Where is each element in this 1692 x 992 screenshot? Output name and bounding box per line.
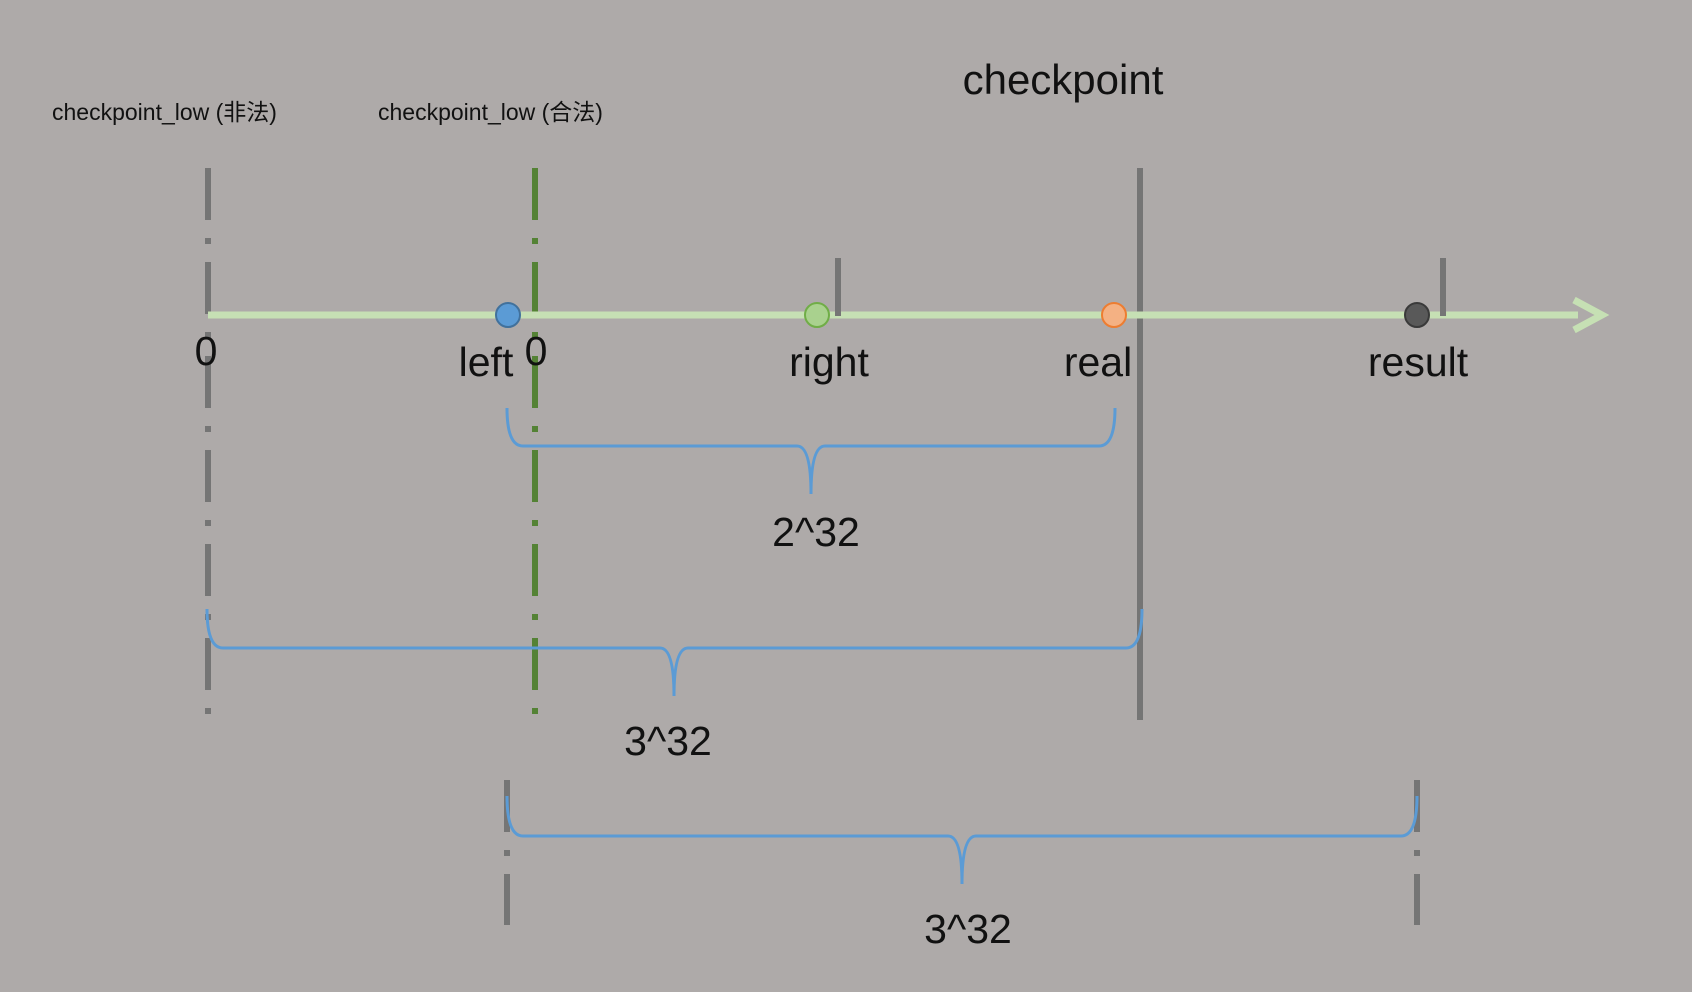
checkpoint-low-illegal-label: checkpoint_low (非法)	[52, 99, 277, 125]
span-left-to-real-label: 2^32	[772, 509, 860, 555]
checkpoint-low-legal-label: checkpoint_low (合法)	[378, 99, 603, 125]
number-line-arrowhead	[1572, 296, 1610, 334]
real-label: real	[1064, 339, 1132, 385]
point-result	[1404, 302, 1430, 328]
zero-legal-label: 0	[525, 328, 548, 374]
span-left-to-result-label: 3^32	[924, 906, 1012, 952]
point-real	[1101, 302, 1127, 328]
brace-left-to-result	[505, 795, 1419, 885]
point-left	[495, 302, 521, 328]
left-label: left	[459, 339, 514, 385]
span-zero-to-checkpoint-label: 3^32	[624, 718, 712, 764]
right-label: right	[789, 339, 869, 385]
point-right	[804, 302, 830, 328]
zero-illegal-label: 0	[195, 328, 218, 374]
result-label: result	[1368, 339, 1469, 385]
brace-left-to-real	[505, 407, 1117, 495]
brace-zero-to-checkpoint	[205, 608, 1144, 697]
diagram-title: checkpoint	[963, 56, 1164, 103]
